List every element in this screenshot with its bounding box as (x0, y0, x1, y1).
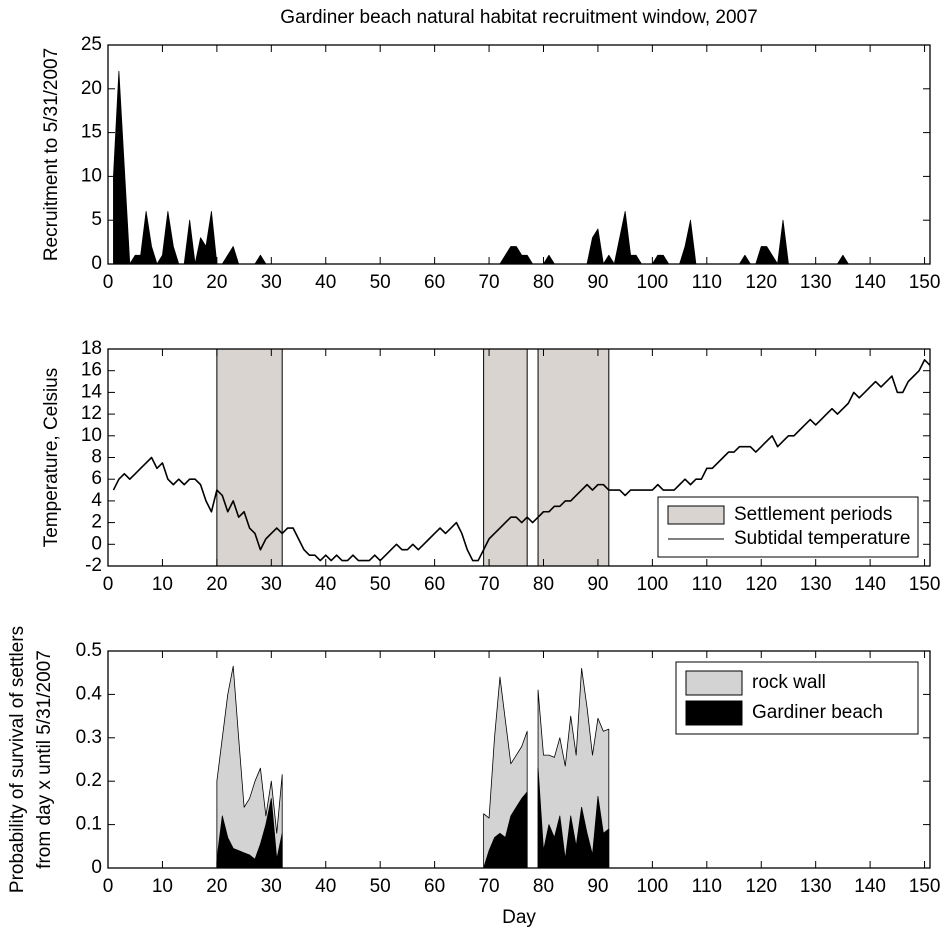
x-tick-label: 20 (206, 272, 227, 293)
x-tick-label: 60 (424, 574, 445, 595)
legend-label: Settlement periods (734, 504, 892, 525)
plot-area (108, 45, 930, 264)
x-tick-label: 90 (587, 876, 608, 897)
legend-swatch (685, 700, 743, 726)
plot-content (216, 665, 610, 869)
x-tick-label: 140 (854, 876, 886, 897)
y-tick-label: 10 (81, 165, 102, 186)
x-tick-label: 20 (206, 876, 227, 897)
y-axis-label: from day x until 5/31/2007 (34, 650, 55, 869)
area (216, 767, 610, 869)
x-tick-label: 30 (261, 574, 282, 595)
x-tick-label: 40 (315, 876, 336, 897)
y-tick-label: 18 (81, 338, 102, 359)
y-tick-label: 4 (91, 490, 102, 511)
y-tick-label: 20 (81, 78, 102, 99)
settlement-period (216, 348, 283, 567)
x-tick-label: 50 (370, 574, 391, 595)
x-tick-label: 150 (909, 876, 941, 897)
x-tick-label: 0 (103, 574, 114, 595)
y-tick-label: 16 (81, 360, 102, 381)
line (112, 359, 931, 562)
x-tick-label: 120 (745, 876, 777, 897)
legend-swatch (667, 505, 725, 525)
y-tick-label: 0 (91, 857, 102, 878)
x-tick-label: 40 (315, 272, 336, 293)
x-tick-label: 10 (152, 272, 173, 293)
x-tick-label: 20 (206, 574, 227, 595)
x-tick-label: 80 (533, 574, 554, 595)
y-tick-label: 2 (91, 512, 102, 533)
x-tick-label: 120 (745, 574, 777, 595)
x-tick-label: 130 (800, 574, 832, 595)
x-tick-label: 70 (478, 272, 499, 293)
x-tick-label: 30 (261, 876, 282, 897)
y-axis-label: Recruitment to 5/31/2007 (41, 48, 62, 261)
x-tick-label: 60 (424, 876, 445, 897)
legend-label: Subtidal temperature (734, 528, 910, 549)
y-tick-label: 0 (91, 533, 102, 554)
x-tick-label: 30 (261, 272, 282, 293)
y-tick-label: 8 (91, 447, 102, 468)
y-tick-label: 15 (81, 122, 102, 143)
x-tick-label: 70 (478, 574, 499, 595)
y-tick-label: 0.2 (76, 770, 102, 791)
y-tick-label: 0.5 (76, 640, 102, 661)
x-tick-label: 110 (692, 574, 722, 595)
x-tick-label: 0 (103, 272, 114, 293)
settlement-period (537, 348, 610, 567)
y-tick-label: 6 (91, 468, 102, 489)
chart-title: Gardiner beach natural habitat recruitme… (280, 7, 757, 28)
y-tick-label: 25 (81, 34, 102, 55)
x-tick-label: 100 (637, 574, 669, 595)
x-tick-label: 150 (909, 574, 941, 595)
y-tick-label: 0.1 (76, 814, 102, 835)
x-tick-label: 10 (152, 574, 173, 595)
y-tick-label: 12 (81, 403, 102, 424)
x-tick-label: 40 (315, 574, 336, 595)
x-tick-label: 60 (424, 272, 445, 293)
x-tick-label: 80 (533, 272, 554, 293)
x-tick-label: 90 (587, 272, 608, 293)
plot-frame (107, 44, 931, 265)
plot-frame (107, 650, 931, 869)
y-tick-label: 0.4 (76, 683, 103, 704)
settlement-period (483, 348, 528, 567)
x-tick-label: 120 (745, 272, 777, 293)
y-axis-label: Temperature, Celsius (41, 368, 62, 548)
x-tick-label: 130 (800, 876, 832, 897)
x-tick-label: 70 (478, 876, 499, 897)
legend-swatch (685, 670, 743, 696)
y-tick-label: 10 (81, 425, 102, 446)
y-tick-label: 0.3 (76, 727, 102, 748)
x-tick-label: 110 (692, 272, 722, 293)
y-axis-label: Probability of survival of settlers (7, 626, 28, 893)
y-tick-label: -2 (85, 555, 102, 576)
x-tick-label: 0 (103, 876, 114, 897)
x-tick-label: 130 (800, 272, 832, 293)
x-tick-label: 110 (692, 876, 722, 897)
x-tick-label: 50 (370, 876, 391, 897)
x-tick-label: 10 (152, 876, 173, 897)
x-tick-label: 50 (370, 272, 391, 293)
y-tick-label: 5 (91, 209, 102, 230)
legend-label: Gardiner beach (752, 702, 883, 723)
x-tick-label: 150 (909, 272, 941, 293)
x-tick-label: 100 (637, 876, 669, 897)
y-tick-label: 14 (81, 381, 103, 402)
y-tick-label: 0 (91, 253, 102, 274)
x-tick-label: 80 (533, 876, 554, 897)
x-tick-label: 140 (854, 574, 886, 595)
x-axis-label: Day (502, 907, 536, 928)
plot-content (112, 348, 931, 567)
x-tick-label: 140 (854, 272, 886, 293)
legend-label: rock wall (752, 672, 826, 693)
x-tick-label: 90 (587, 574, 608, 595)
x-tick-label: 100 (637, 272, 669, 293)
